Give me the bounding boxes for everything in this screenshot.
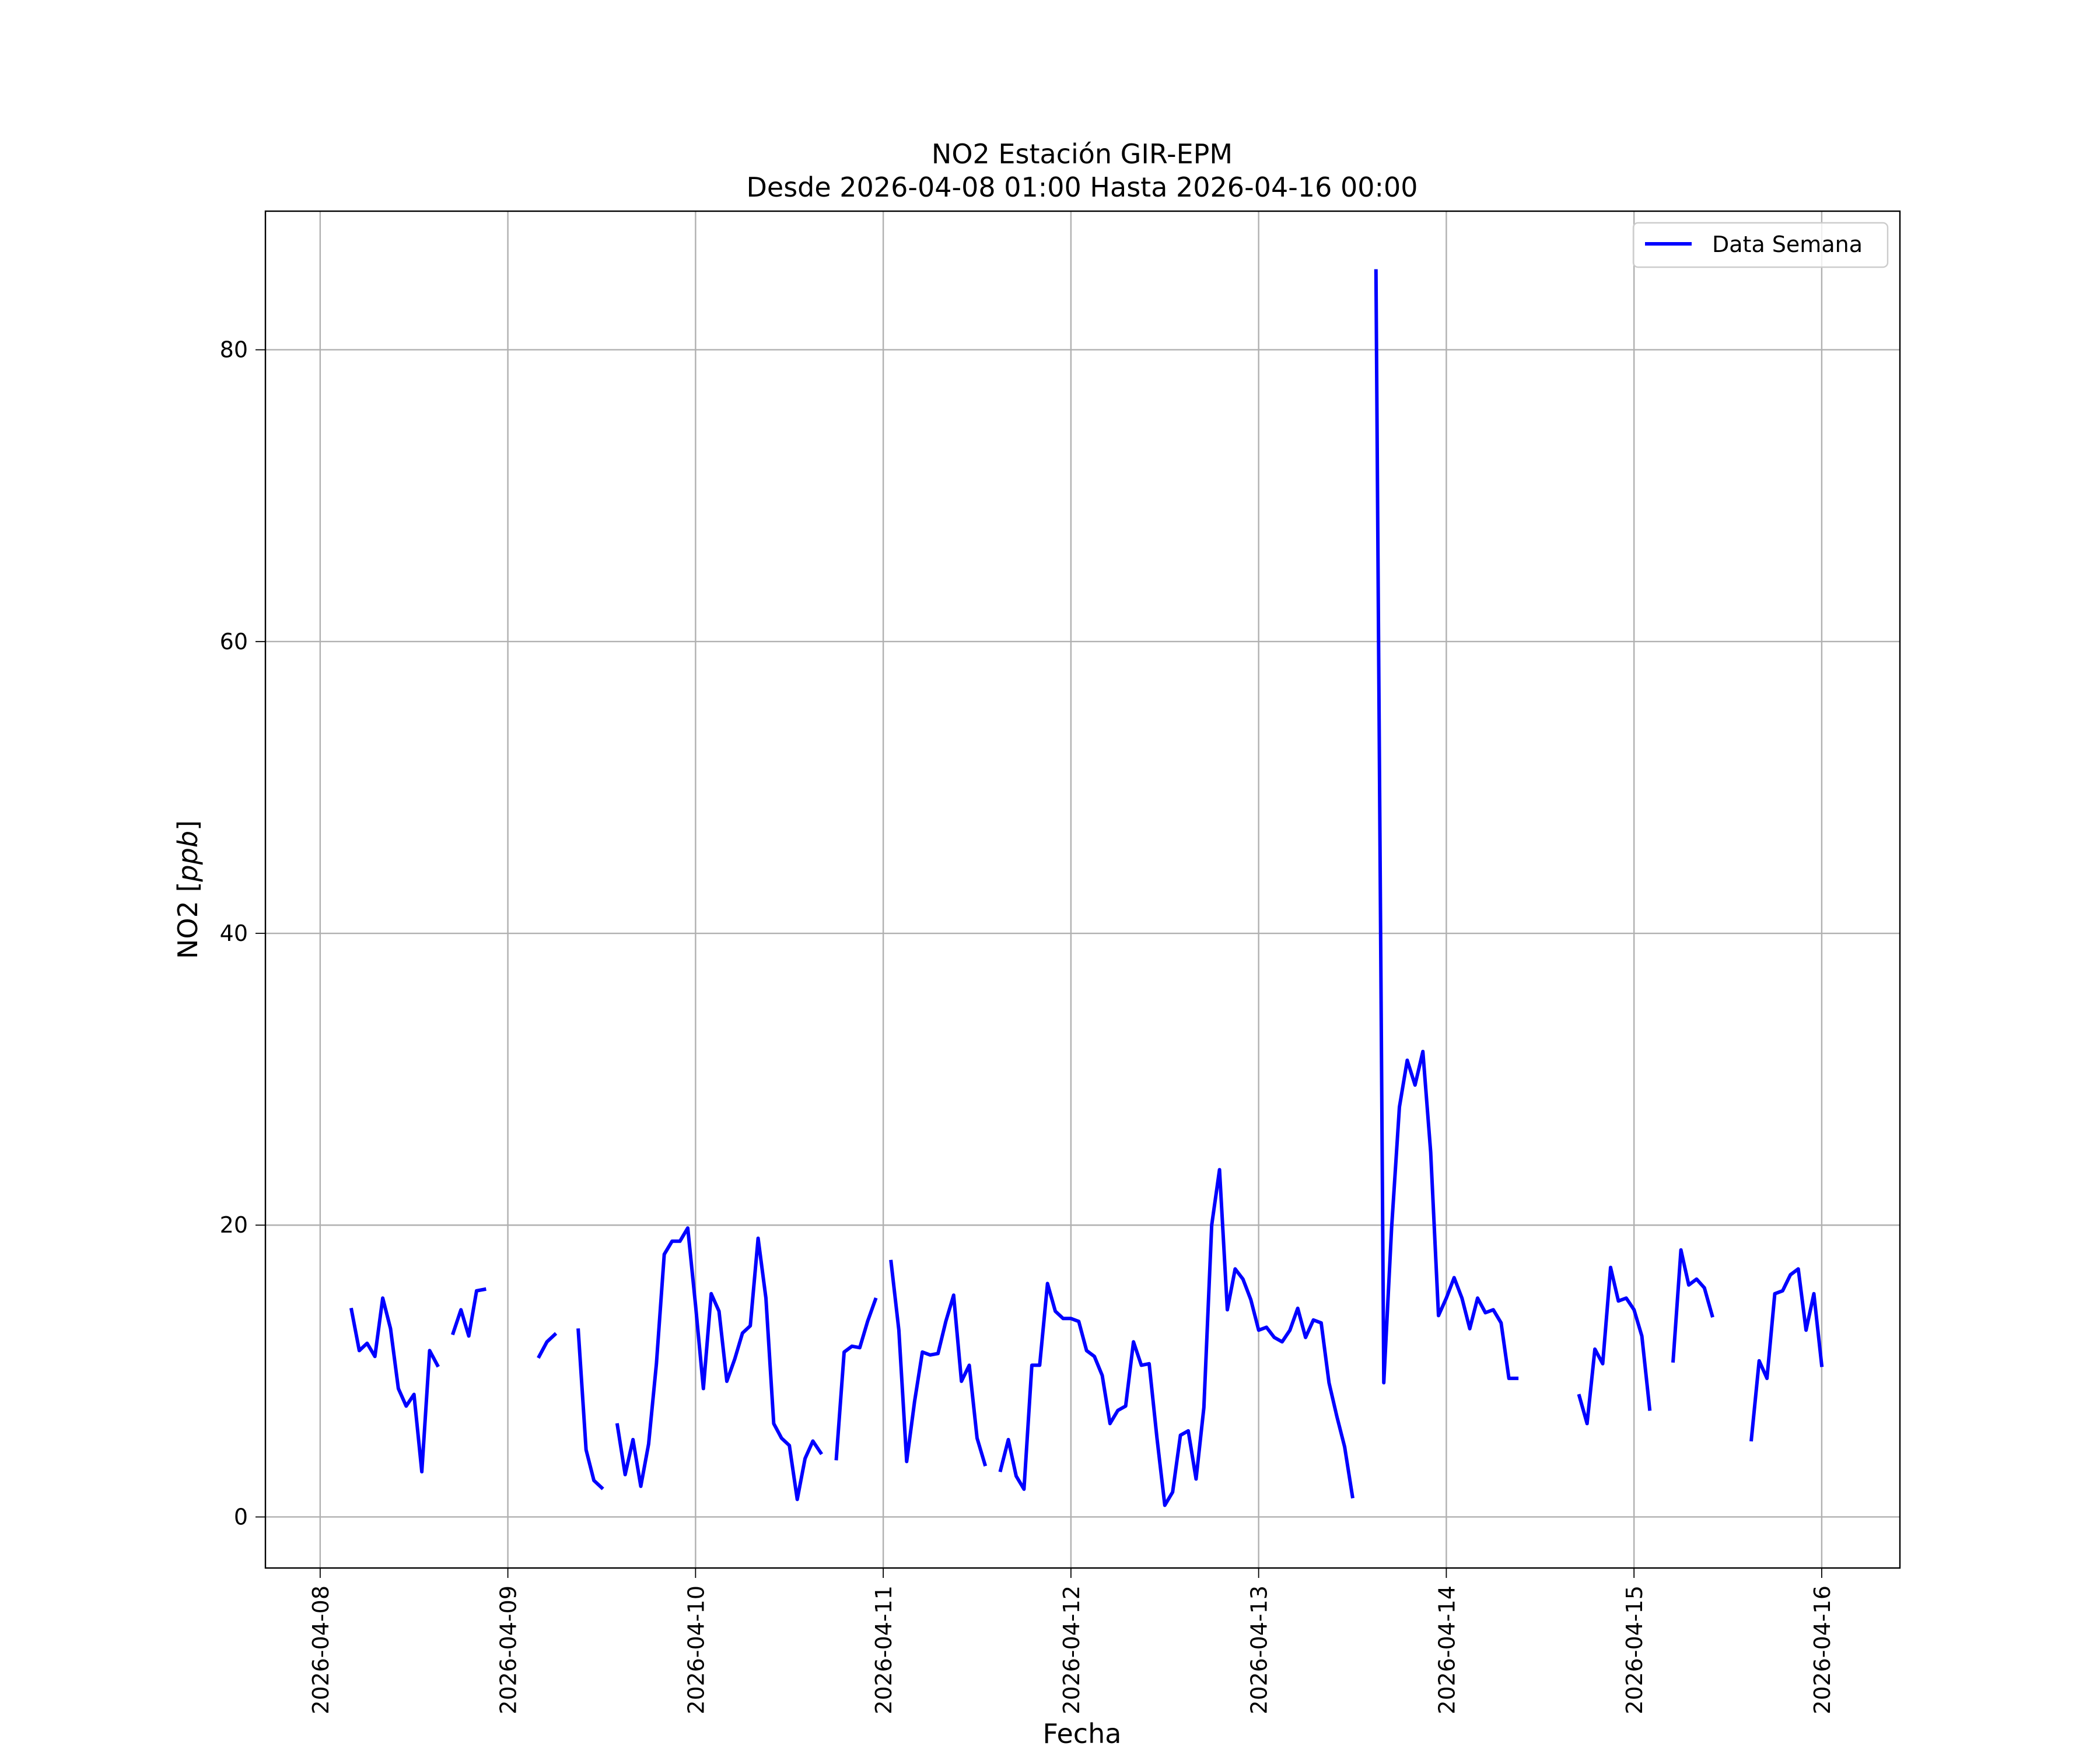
x-tick-label: 2026-04-15 <box>1622 1586 1647 1714</box>
x-tick-label: 2026-04-11 <box>871 1586 897 1714</box>
plot-frame <box>264 210 1901 1569</box>
x-tick-label: 2026-04-13 <box>1247 1586 1272 1714</box>
series-line-segment <box>889 1259 988 1467</box>
grid <box>265 211 1900 1568</box>
x-tick-label: 2026-04-08 <box>308 1586 334 1714</box>
y-tick-label: 80 <box>220 337 248 363</box>
chart-subtitle: Desde 2026-04-08 01:00 Hasta 2026-04-16 … <box>746 172 1418 203</box>
series-line-segment <box>834 1297 878 1461</box>
series-line-segment <box>576 1328 604 1490</box>
x-tick-label: 2026-04-12 <box>1059 1586 1084 1714</box>
y-tick-label: 0 <box>234 1504 248 1530</box>
series-line-segment <box>349 1296 440 1474</box>
y-tick-label: 60 <box>220 629 248 654</box>
chart-title: NO2 Estación GIR-EPM <box>932 138 1233 170</box>
series-line-segment <box>537 1332 558 1359</box>
y-axis-label-unit: ppb <box>172 831 204 883</box>
y-tick-label: 20 <box>220 1212 248 1238</box>
legend-box <box>1632 222 1889 268</box>
x-axis-label: Fecha <box>1043 1718 1122 1749</box>
y-axis-label: NO2 [ppb] <box>172 820 204 959</box>
series-line-segment <box>615 1226 824 1502</box>
series-line-segment <box>1577 1265 1652 1426</box>
y-axis-label-end: ] <box>172 820 204 831</box>
legend: Data Semana <box>1632 222 1889 268</box>
y-axis-label-main: NO2 [ <box>172 882 204 959</box>
series-line-segment <box>1749 1267 1824 1442</box>
series-line-segment <box>998 1168 1354 1507</box>
y-tick-label: 40 <box>220 921 248 946</box>
x-tick-label: 2026-04-10 <box>683 1586 709 1714</box>
series-line-segment <box>451 1287 487 1338</box>
x-tick-label: 2026-04-14 <box>1434 1586 1460 1714</box>
series-line-segment <box>1374 269 1519 1385</box>
axis-ticks: 2026-04-08 2026-04-09 2026-04-10 2026-04-11… <box>220 337 1835 1714</box>
data-series <box>349 269 1824 1507</box>
x-tick-label: 2026-04-16 <box>1810 1586 1835 1714</box>
x-tick-label: 2026-04-09 <box>496 1586 522 1714</box>
series-line-segment <box>1671 1248 1714 1363</box>
legend-label: Data Semana <box>1712 232 1863 257</box>
